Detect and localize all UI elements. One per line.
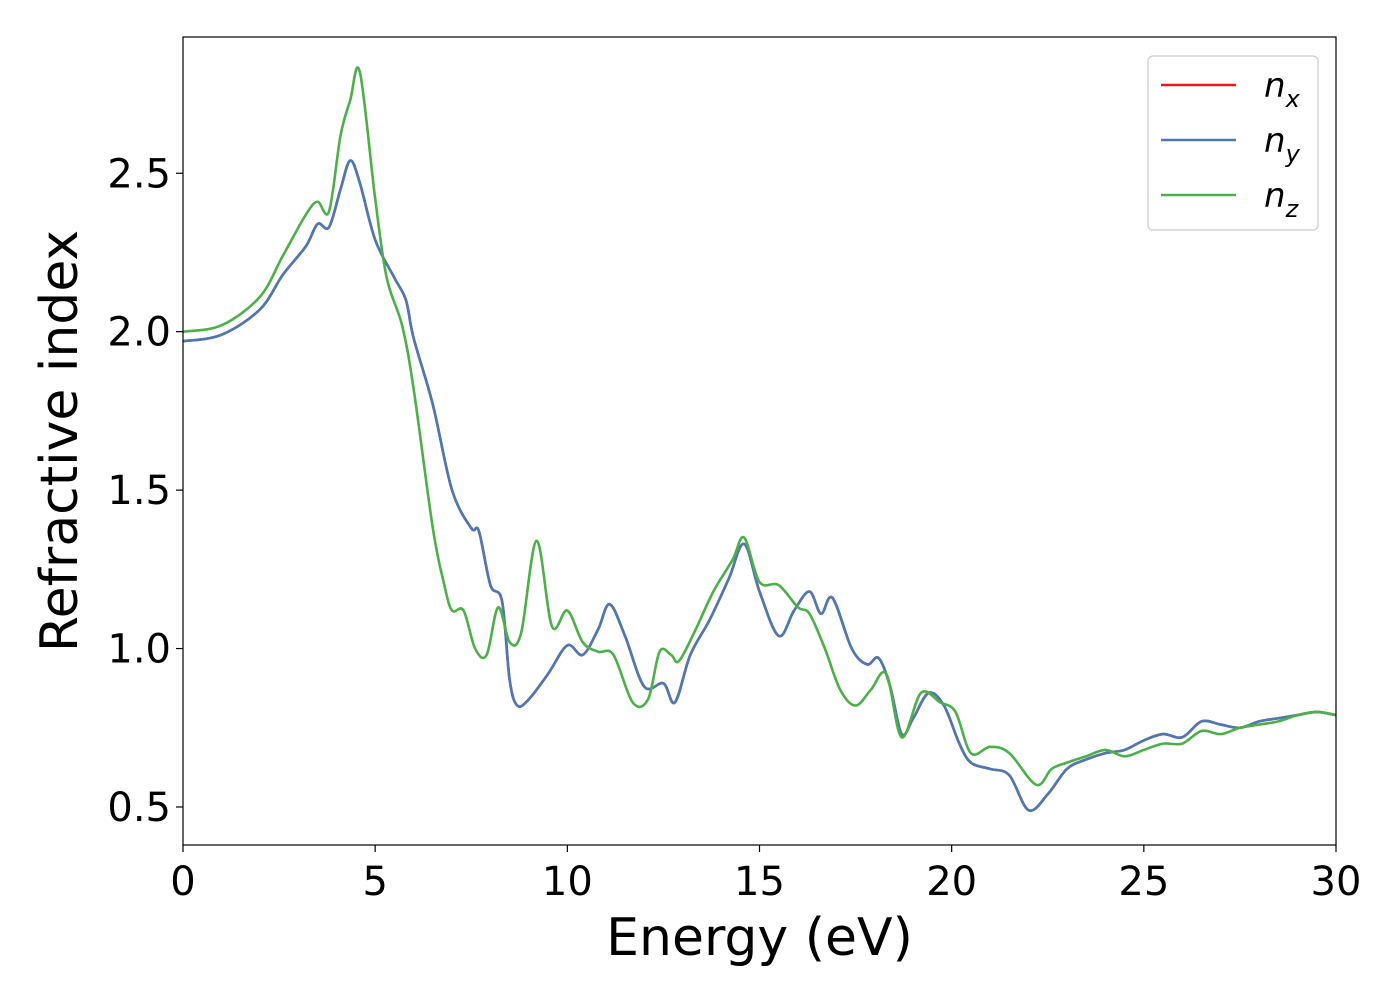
y-tick-label: 1.0	[107, 627, 171, 673]
y-axis-title: Refractive index	[30, 230, 90, 652]
legend-label-z: nz	[1264, 176, 1300, 223]
x-tick-label: 5	[362, 859, 387, 905]
legend-label-y: ny	[1264, 121, 1301, 168]
series-line-x	[183, 159, 1336, 812]
x-tick-label: 10	[542, 859, 593, 905]
x-tick-label: 30	[1311, 859, 1362, 905]
legend-label-base: n	[1264, 176, 1286, 216]
legend-label-base: n	[1264, 121, 1286, 161]
legend-label-x: nx	[1264, 66, 1301, 113]
y-tick-label: 2.0	[107, 310, 171, 356]
series-line-z	[183, 66, 1336, 787]
y-tick-label: 1.5	[107, 468, 171, 514]
legend-box	[1147, 55, 1319, 231]
y-tick-label: 2.5	[107, 151, 171, 197]
x-tick-label: 0	[170, 859, 195, 905]
legend-label-subscript: y	[1285, 140, 1301, 168]
x-tick-label: 20	[926, 859, 977, 905]
x-tick-label: 15	[734, 859, 785, 905]
x-axis-title: Energy (eV)	[606, 908, 913, 968]
x-tick-label: 25	[1118, 859, 1169, 905]
y-tick-label: 0.5	[107, 785, 171, 831]
legend-label-base: n	[1264, 66, 1286, 106]
legend-label-subscript: z	[1285, 195, 1300, 223]
x-axis: 0 5 10 15 20 25 30	[170, 845, 1361, 905]
y-axis: 0.5 1.0 1.5 2.0 2.5	[107, 151, 183, 831]
plot-lines	[183, 66, 1336, 812]
legend-label-subscript: x	[1285, 85, 1301, 113]
series-line-y	[183, 159, 1336, 812]
